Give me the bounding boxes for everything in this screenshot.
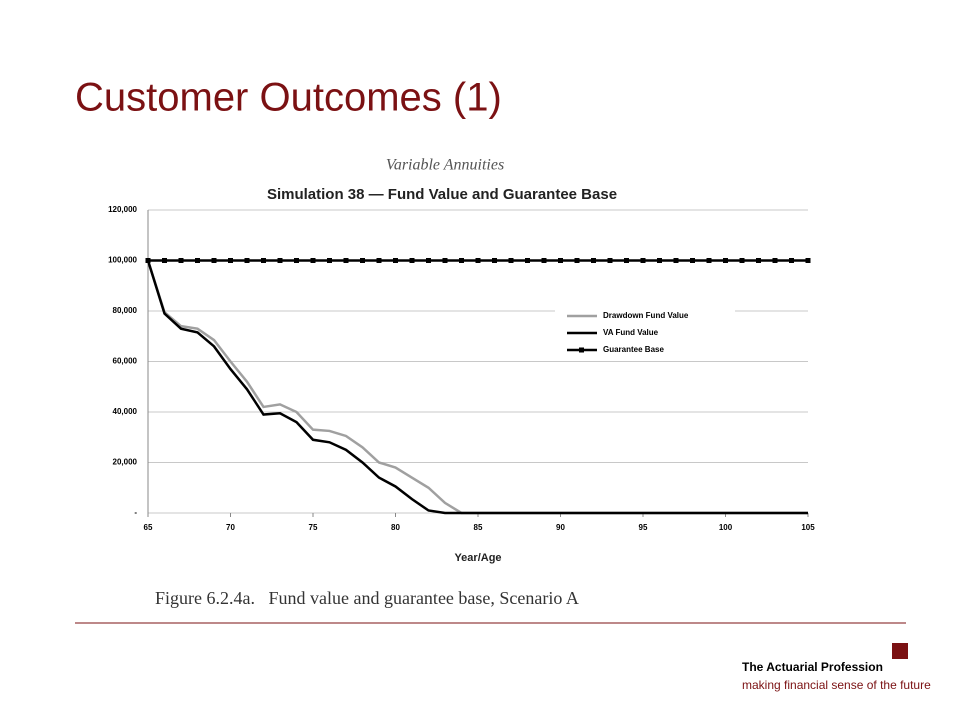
series-marker — [541, 258, 547, 263]
legend-label: Drawdown Fund Value — [603, 311, 689, 320]
series-marker — [607, 258, 613, 263]
legend-label: Guarantee Base — [603, 345, 664, 354]
series-marker — [492, 258, 497, 263]
series-marker — [756, 258, 761, 263]
legend-label: VA Fund Value — [603, 328, 659, 337]
series-marker — [640, 258, 646, 263]
series-marker — [624, 258, 629, 263]
series-marker — [657, 258, 662, 263]
series-marker — [525, 258, 530, 263]
footer-organization: The Actuarial Profession — [742, 660, 883, 674]
x-tick-label: 95 — [639, 523, 648, 532]
x-tick-label: 105 — [801, 523, 815, 532]
series-marker — [739, 258, 745, 263]
legend-marker — [579, 347, 584, 353]
y-tick-label: 60,000 — [113, 357, 138, 366]
series-marker — [475, 258, 481, 263]
y-tick-label: 100,000 — [108, 256, 137, 265]
x-tick-label: 65 — [144, 523, 153, 532]
series-marker — [426, 258, 431, 263]
series-marker — [277, 258, 283, 263]
y-tick-label: 40,000 — [113, 407, 138, 416]
series-marker — [145, 258, 151, 263]
series-marker — [244, 258, 250, 263]
series-marker — [162, 258, 167, 263]
slide-title: Customer Outcomes (1) — [75, 76, 502, 120]
figure-caption: Figure 6.2.4a. Fund value and guarantee … — [155, 588, 579, 608]
series-marker — [393, 258, 398, 263]
series-marker — [211, 258, 217, 263]
series-marker — [178, 258, 184, 263]
series-line — [146, 260, 808, 515]
footer-tagline: making financial sense of the future — [742, 678, 931, 692]
series-marker — [327, 258, 332, 263]
x-tick-label: 75 — [309, 523, 318, 532]
y-tick-label: 120,000 — [108, 205, 137, 214]
series-marker — [805, 258, 811, 263]
series-marker — [789, 258, 794, 263]
series-marker — [294, 258, 299, 263]
series-marker — [723, 258, 728, 263]
x-tick-label: 80 — [391, 523, 400, 532]
series-marker — [459, 258, 464, 263]
series-marker — [508, 258, 514, 263]
series-marker — [409, 258, 415, 263]
series-marker — [690, 258, 695, 263]
series-marker — [261, 258, 266, 263]
series-marker — [772, 258, 778, 263]
series-marker — [673, 258, 679, 263]
series-marker — [195, 258, 200, 263]
x-tick-label: 70 — [226, 523, 235, 532]
series-marker — [343, 258, 349, 263]
y-tick-label: 20,000 — [113, 458, 138, 467]
x-tick-label: 100 — [719, 523, 733, 532]
y-tick-label: - — [134, 508, 137, 517]
y-tick-label: 80,000 — [113, 306, 138, 315]
series-marker — [558, 258, 563, 263]
series-marker — [591, 258, 596, 263]
chart-subtitle: Variable Annuities — [386, 157, 504, 174]
chart-title: Simulation 38 — Fund Value and Guarantee… — [267, 186, 617, 203]
series-marker — [228, 258, 233, 263]
x-axis-label: Year/Age — [454, 552, 501, 564]
series-marker — [360, 258, 365, 263]
series-marker — [574, 258, 580, 263]
series-marker — [706, 258, 712, 263]
x-tick-label: 90 — [556, 523, 565, 532]
series-marker — [442, 258, 448, 263]
logo-square — [892, 643, 908, 659]
series-marker — [310, 258, 316, 263]
x-tick-label: 85 — [474, 523, 483, 532]
series-marker — [376, 258, 382, 263]
